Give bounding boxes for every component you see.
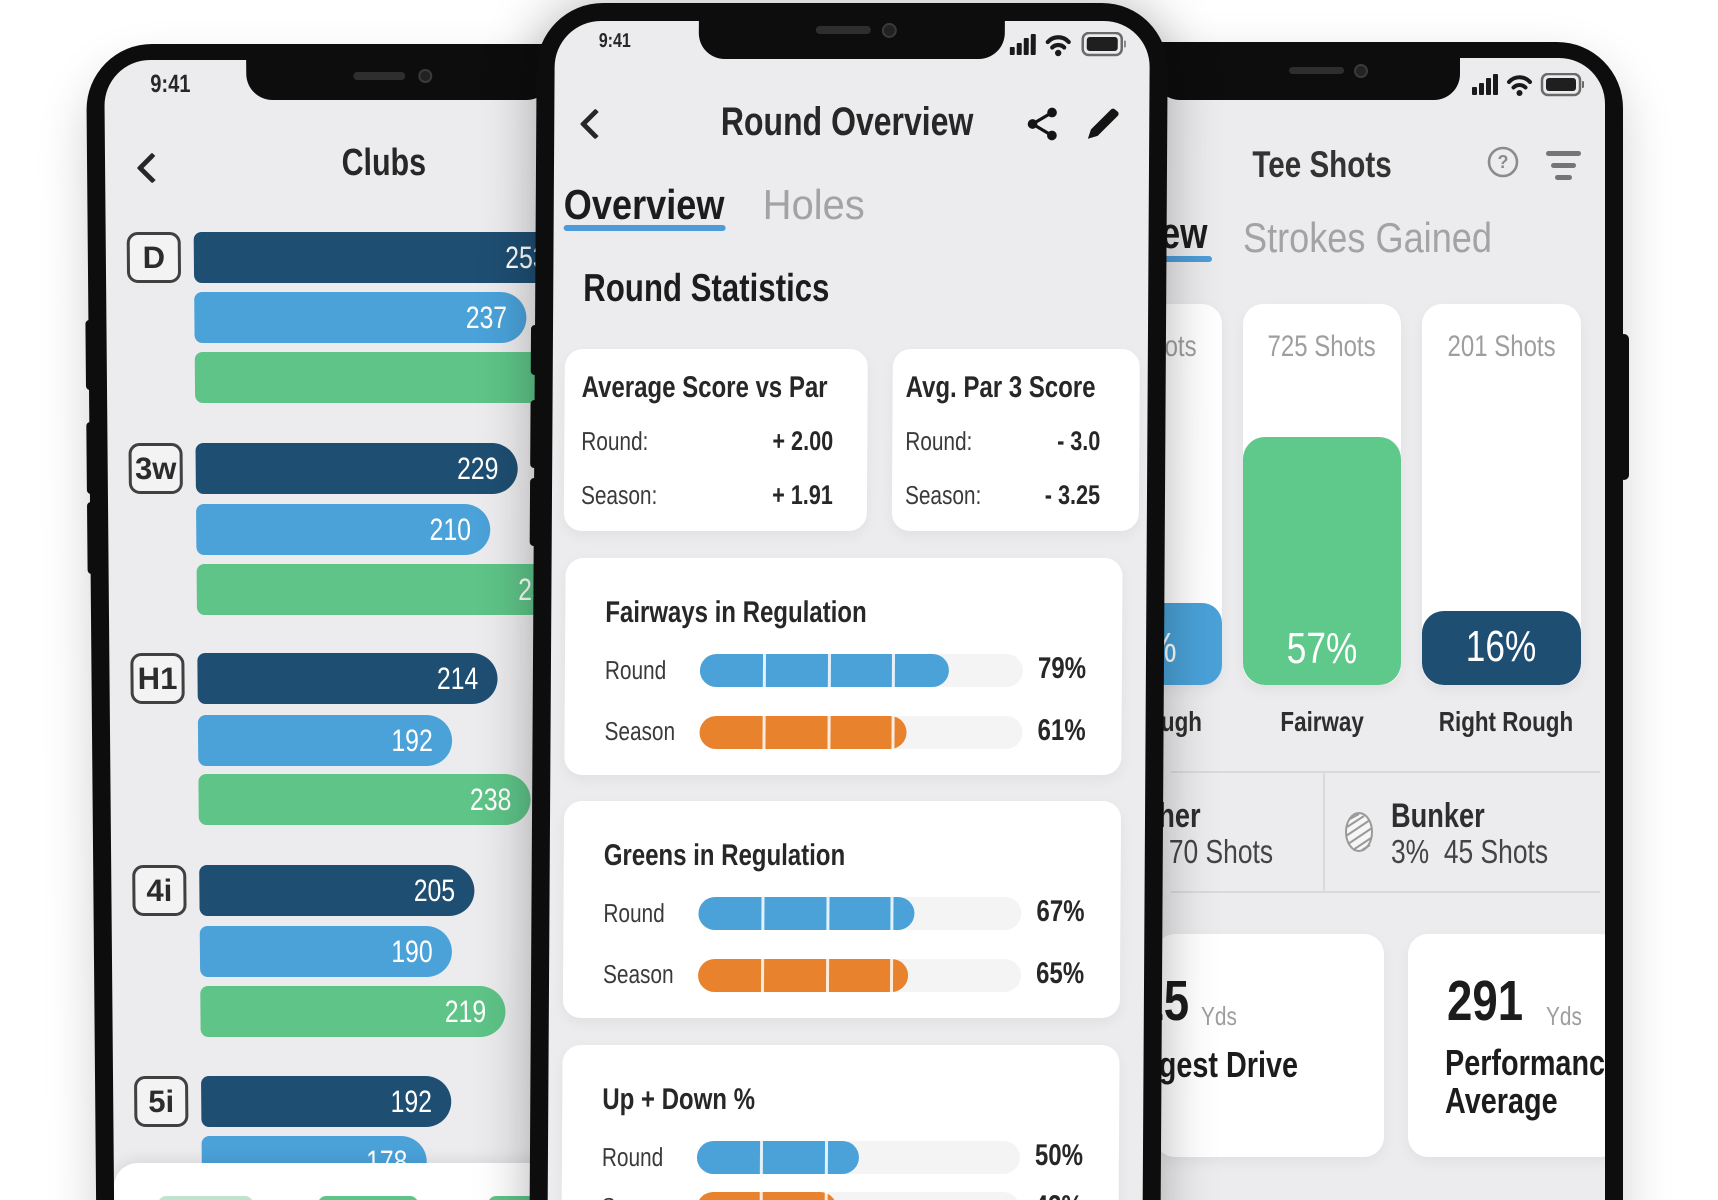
svg-text:?: ? [1498, 152, 1509, 172]
